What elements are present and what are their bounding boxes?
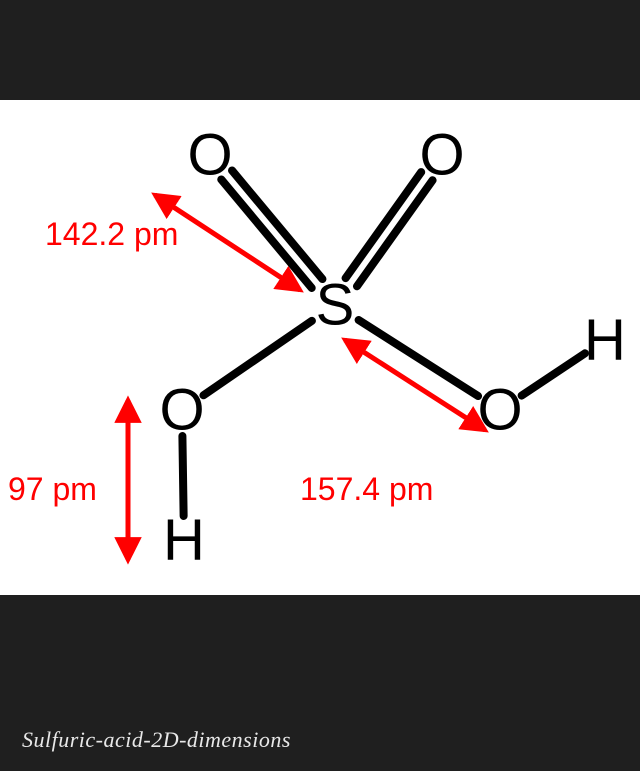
dimension-label: 97 pm — [8, 471, 97, 507]
page-canvas: 142.2 pm157.4 pm97 pmSOOOOHH Sulfuric-ac… — [0, 0, 640, 771]
bond-single — [203, 321, 311, 395]
bond-double — [346, 172, 422, 278]
atom-label-O: O — [419, 123, 464, 188]
atom-label-O: O — [159, 378, 204, 443]
atom-label-H: H — [584, 308, 626, 373]
bond-double — [357, 180, 433, 286]
atom-label-O: O — [477, 378, 522, 443]
atom-label-H: H — [163, 508, 205, 573]
atom-label-O: O — [187, 123, 232, 188]
bond-double — [221, 179, 311, 288]
diagram-panel: 142.2 pm157.4 pm97 pmSOOOOHH — [0, 100, 640, 595]
molecule-diagram: 142.2 pm157.4 pm97 pmSOOOOHH — [0, 100, 640, 595]
bond-double — [232, 170, 322, 279]
bond-single — [522, 353, 585, 395]
caption-text: Sulfuric-acid-2D-dimensions — [22, 727, 291, 753]
dimension-label: 142.2 pm — [45, 216, 178, 252]
bond-single — [182, 436, 183, 516]
dimension-label: 157.4 pm — [300, 471, 433, 507]
atom-label-S: S — [316, 273, 355, 338]
